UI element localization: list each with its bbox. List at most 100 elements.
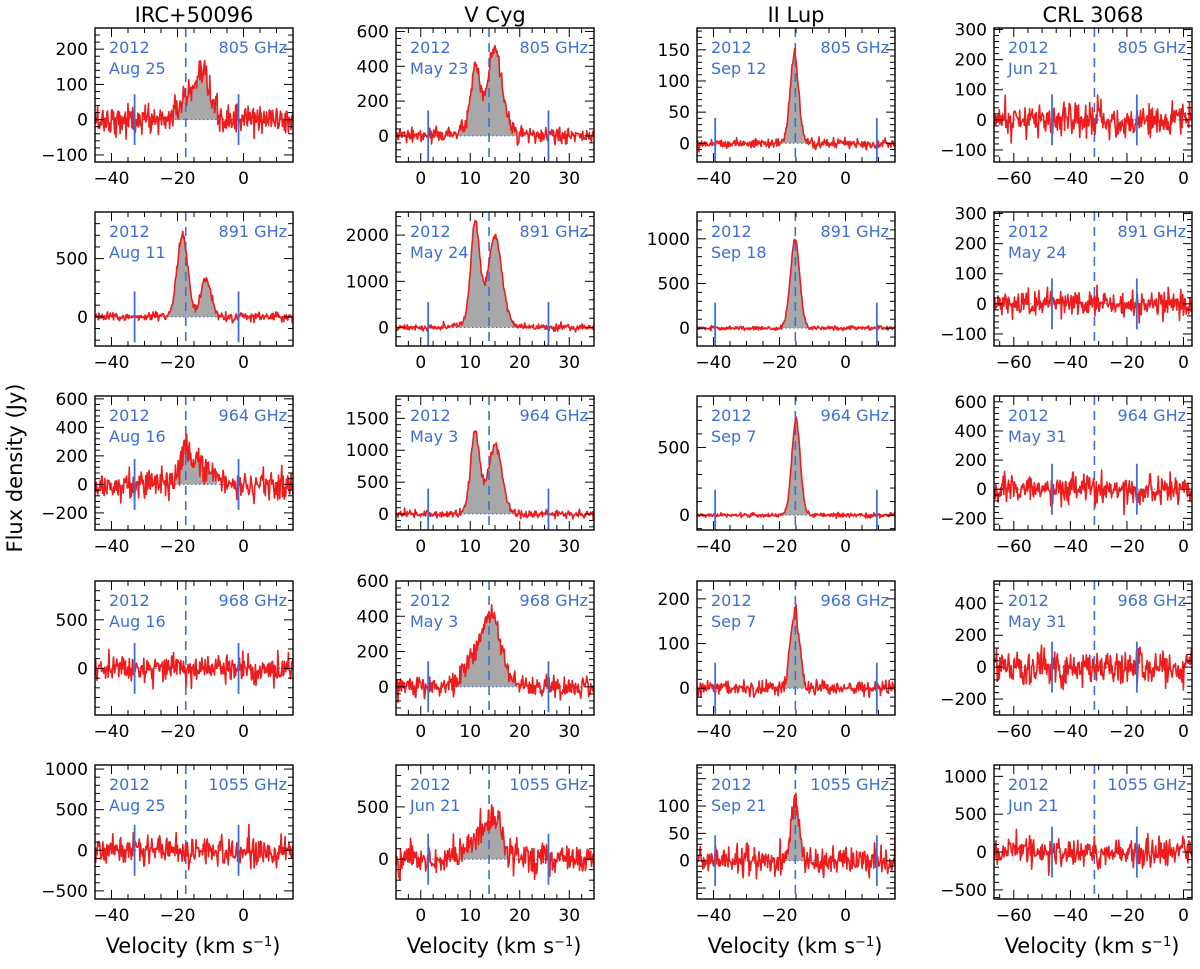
spectrum-line: [95, 648, 293, 690]
observation-year: 2012: [1008, 222, 1049, 241]
x-tick-label: −20: [160, 169, 196, 189]
spectrum-panel: 0 200 400 600 0 10 20 30 2012 May 23 805 GHz: [357, 22, 595, 189]
frequency-label: 891 GHz: [1118, 222, 1186, 241]
x-tick-label: −40: [1052, 722, 1088, 742]
x-tick-label: −40: [94, 722, 130, 742]
x-tick-label: 0: [415, 353, 426, 373]
x-tick-label: 0: [840, 353, 851, 373]
x-tick-label: −20: [762, 537, 798, 557]
y-tick-label: 0: [976, 295, 987, 315]
y-tick-label: 200: [658, 590, 690, 610]
x-tick-label: 30: [558, 722, 580, 742]
y-tick-label: 0: [679, 679, 690, 699]
y-tick-label: 200: [357, 92, 389, 112]
frequency-label: 968 GHz: [219, 591, 287, 610]
x-tick-label: −60: [996, 906, 1032, 926]
emission-fill: [167, 231, 219, 317]
emission-fill: [780, 239, 810, 329]
x-tick-label: −40: [94, 169, 130, 189]
spectrum-panel: 0 500 −40 −20 0 2012 Aug 11 891 GHz: [56, 211, 294, 373]
y-axis-label: Flux density (Jy): [3, 383, 27, 552]
y-tick-label: 500: [658, 438, 690, 458]
y-tick-label: 200: [357, 643, 389, 663]
spectrum-line: [994, 94, 1192, 144]
y-tick-label: 100: [955, 81, 987, 101]
frequency-label: 1055 GHz: [1107, 775, 1186, 794]
y-tick-label: 0: [378, 127, 389, 147]
observation-date: Jun 21: [409, 796, 460, 815]
x-tick-label: 0: [415, 906, 426, 926]
x-tick-label: −20: [160, 353, 196, 373]
y-tick-label: 1000: [346, 441, 389, 461]
x-tick-label: 0: [840, 722, 851, 742]
x-tick-label: 0: [238, 169, 249, 189]
y-tick-label: 400: [56, 418, 88, 438]
spectrum-line: [95, 59, 293, 140]
x-tick-label: 0: [1178, 169, 1189, 189]
x-tick-label: −60: [996, 722, 1032, 742]
observation-year: 2012: [711, 775, 752, 794]
y-tick-label: 0: [976, 480, 987, 500]
observation-date: May 31: [1008, 427, 1067, 446]
spectrum-panel: 0 500 0 10 20 30 2012 Jun 21 1055 GHz: [357, 764, 595, 926]
frequency-label: 805 GHz: [219, 38, 287, 57]
y-tick-label: 300: [955, 205, 987, 225]
x-tick-label: −40: [696, 169, 732, 189]
y-tick-label: 0: [679, 506, 690, 526]
y-tick-label: 500: [56, 250, 88, 270]
y-tick-label: 400: [955, 422, 987, 442]
y-tick-label: 0: [679, 852, 690, 872]
spectrum-panel: 0 100 200 −40 −20 0 2012 Sep 7 968 GHz: [658, 580, 896, 742]
y-tick-label: 100: [658, 635, 690, 655]
observation-year: 2012: [410, 38, 451, 57]
x-tick-label: 0: [840, 537, 851, 557]
y-tick-label: 0: [976, 843, 987, 863]
x-tick-label: 0: [1178, 722, 1189, 742]
spectrum-line: [697, 416, 895, 520]
spectrum-line: [95, 823, 293, 871]
frequency-label: 964 GHz: [821, 406, 889, 425]
y-tick-label: 100: [658, 797, 690, 817]
y-tick-label: −200: [940, 509, 987, 529]
observation-date: Sep 12: [711, 59, 767, 78]
spectrum-panel: −500 0 500 1000 −40 −20 0 2012 Aug 25 1055 GHz: [41, 760, 294, 926]
frequency-label: 891 GHz: [821, 222, 889, 241]
svg-text:Velocity (km s−1): Velocity (km s−1): [1005, 934, 1180, 958]
spectrum-line: [697, 47, 895, 153]
observation-date: Aug 25: [109, 59, 166, 78]
y-tick-label: 1000: [647, 230, 690, 250]
x-tick-label: 0: [238, 537, 249, 557]
observation-date: May 24: [1008, 243, 1067, 262]
observation-year: 2012: [410, 406, 451, 425]
y-tick-label: −200: [940, 690, 987, 710]
spectrum-line: [994, 284, 1192, 324]
frequency-label: 964 GHz: [1118, 406, 1186, 425]
y-tick-label: 500: [357, 798, 389, 818]
observation-year: 2012: [711, 222, 752, 241]
frequency-label: 968 GHz: [821, 591, 889, 610]
x-axis-label-col-3: Velocity (km s−1): [1005, 934, 1180, 958]
observation-year: 2012: [410, 222, 451, 241]
observation-date: May 24: [410, 243, 469, 262]
x-tick-label: −20: [1109, 906, 1145, 926]
y-tick-label: −200: [41, 504, 88, 524]
x-tick-label: 20: [509, 906, 531, 926]
frequency-label: 805 GHz: [1118, 38, 1186, 57]
observation-date: May 3: [410, 427, 458, 446]
spectrum-line: [697, 238, 895, 332]
observation-year: 2012: [1008, 406, 1049, 425]
panel-frame: [993, 395, 1193, 531]
observation-date: Aug 11: [109, 243, 166, 262]
spectrum-panel: 0 500 −40 −20 0 2012 Sep 7 964 GHz: [658, 395, 896, 557]
y-tick-label: 500: [955, 805, 987, 825]
panel-frame: [993, 211, 1193, 347]
y-tick-label: 50: [668, 103, 690, 123]
x-tick-label: 20: [509, 169, 531, 189]
x-tick-label: −60: [996, 353, 1032, 373]
observation-date: Jun 21: [1007, 59, 1058, 78]
svg-text:Velocity (km s−1): Velocity (km s−1): [407, 934, 582, 958]
x-tick-label: −40: [696, 353, 732, 373]
observation-date: May 23: [410, 59, 469, 78]
observation-year: 2012: [1008, 775, 1049, 794]
